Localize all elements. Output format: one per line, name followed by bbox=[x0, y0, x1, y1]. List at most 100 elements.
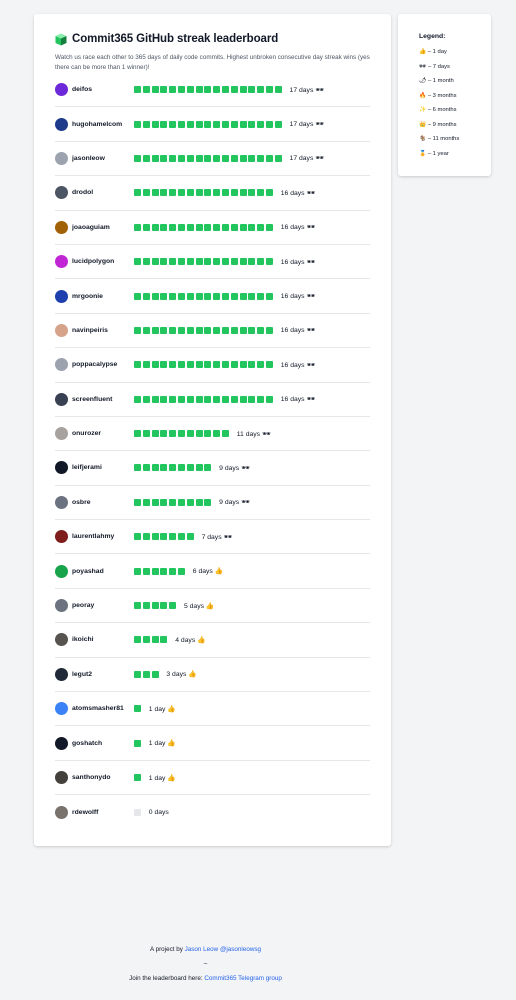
username-link[interactable]: deifos bbox=[72, 86, 93, 94]
username-link[interactable]: screenfluent bbox=[72, 395, 113, 403]
username-link[interactable]: laurentlahmy bbox=[72, 533, 115, 541]
avatar[interactable] bbox=[55, 83, 68, 97]
streak-day-square bbox=[221, 86, 229, 94]
username-link[interactable]: poyashad bbox=[72, 567, 104, 575]
page-description: Watch us race each other to 365 days of … bbox=[55, 54, 370, 71]
streak-day-square bbox=[177, 292, 185, 300]
avatar[interactable] bbox=[55, 255, 68, 269]
streak-day-square bbox=[204, 189, 212, 197]
username-link[interactable]: mrgoonie bbox=[72, 292, 103, 300]
username-link[interactable]: goshatch bbox=[72, 739, 103, 747]
avatar[interactable] bbox=[55, 186, 68, 200]
avatar[interactable] bbox=[55, 461, 68, 475]
avatar[interactable] bbox=[55, 599, 68, 613]
avatar[interactable] bbox=[55, 805, 68, 819]
avatar[interactable] bbox=[55, 564, 68, 578]
avatar[interactable] bbox=[55, 289, 68, 303]
streak-bar bbox=[134, 395, 275, 403]
streak-day-square bbox=[248, 258, 256, 266]
username-link[interactable]: rdewolff bbox=[72, 808, 99, 816]
username-link[interactable]: peoray bbox=[72, 602, 95, 610]
username-link[interactable]: santhonydo bbox=[72, 774, 111, 781]
streak-day-square bbox=[160, 86, 168, 94]
leaderboard-row: osbre 9 days 🕶 bbox=[55, 486, 370, 521]
streak-day-square bbox=[221, 223, 229, 231]
streak-day-square bbox=[186, 498, 194, 506]
streak-day-square bbox=[186, 223, 194, 231]
streak-bar bbox=[134, 774, 143, 781]
streak-day-square bbox=[221, 154, 229, 162]
streak-day-square bbox=[169, 86, 177, 94]
streak-bar bbox=[134, 258, 275, 266]
avatar[interactable] bbox=[55, 495, 68, 509]
streak-day-square bbox=[160, 189, 168, 197]
streak-day-square bbox=[160, 430, 168, 438]
streak-day-square bbox=[213, 223, 221, 231]
streak-day-square bbox=[195, 498, 203, 506]
avatar[interactable] bbox=[55, 220, 68, 234]
streak-day-square bbox=[195, 86, 203, 94]
streak-day-square bbox=[134, 395, 141, 403]
avatar[interactable] bbox=[55, 667, 68, 681]
streak-day-square bbox=[213, 258, 221, 266]
username-link[interactable]: osbre bbox=[72, 498, 91, 506]
streak-day-square bbox=[186, 395, 194, 403]
username-link[interactable]: onurozer bbox=[72, 430, 102, 438]
avatar[interactable] bbox=[55, 117, 68, 131]
avatar[interactable] bbox=[55, 736, 68, 750]
streak-day-square bbox=[274, 86, 282, 94]
streak-day-square bbox=[177, 326, 185, 334]
streak-day-square bbox=[257, 154, 265, 162]
username-link[interactable]: leifjerami bbox=[72, 464, 102, 472]
avatar[interactable] bbox=[55, 427, 68, 441]
avatar[interactable] bbox=[55, 323, 68, 337]
avatar[interactable] bbox=[55, 702, 68, 716]
username-link[interactable]: atomsmasher81 bbox=[72, 705, 124, 713]
streak-day-square bbox=[160, 636, 168, 644]
avatar[interactable] bbox=[55, 530, 68, 544]
streak-label: 9 days 🕶 bbox=[219, 464, 250, 472]
streak-day-square bbox=[230, 223, 238, 231]
streak-day-square bbox=[142, 430, 150, 438]
legend-item: ✨ – 6 months bbox=[419, 107, 457, 113]
streak-day-square bbox=[169, 498, 177, 506]
username-link[interactable]: hugohamelcom bbox=[72, 120, 123, 128]
streak-day-square bbox=[160, 326, 168, 334]
avatar[interactable] bbox=[55, 633, 68, 647]
avatar[interactable] bbox=[55, 392, 68, 406]
streak-day-square bbox=[160, 498, 168, 506]
green-cube-icon bbox=[55, 33, 67, 45]
streak-day-square bbox=[204, 258, 212, 266]
username-link[interactable]: navinpeiris bbox=[72, 326, 108, 334]
streak-day-square bbox=[204, 326, 212, 334]
author-link[interactable]: Jason Leow @jasonleowsg bbox=[184, 946, 262, 953]
username-link[interactable]: lucidpolygon bbox=[72, 258, 115, 266]
streak-day-square bbox=[204, 395, 212, 403]
username-link[interactable]: legut2 bbox=[72, 670, 93, 678]
legend-item: 🐐 – 11 months bbox=[419, 136, 460, 142]
streak-day-square bbox=[142, 533, 150, 541]
avatar[interactable] bbox=[55, 771, 68, 784]
streak-bar bbox=[134, 464, 213, 472]
username-link[interactable]: jasonleow bbox=[72, 154, 105, 162]
streak-day-square bbox=[195, 395, 203, 403]
streak-label: 3 days 👍 bbox=[166, 671, 197, 679]
streak-day-square bbox=[177, 567, 185, 575]
streak-day-square bbox=[195, 120, 203, 128]
telegram-group-link[interactable]: Commit365 Telegram group bbox=[204, 975, 282, 982]
username-link[interactable]: ikoichi bbox=[72, 636, 94, 644]
streak-day-square bbox=[142, 361, 150, 369]
streak-day-square bbox=[142, 154, 150, 162]
avatar[interactable] bbox=[55, 151, 68, 165]
footer-credit: A project by Jason Leow @jasonleowsg bbox=[0, 946, 411, 953]
leaderboard-row: poppacalypse 16 days 🕶 bbox=[55, 348, 370, 383]
streak-day-square bbox=[221, 120, 229, 128]
streak-day-square bbox=[230, 258, 238, 266]
username-link[interactable]: poppacalypse bbox=[72, 361, 118, 369]
avatar[interactable] bbox=[55, 358, 68, 372]
username-link[interactable]: joaoaguiam bbox=[72, 223, 110, 231]
legend-item: 🏅 – 1 year bbox=[419, 150, 449, 157]
streak-bar bbox=[134, 705, 143, 713]
username-link[interactable]: drodol bbox=[72, 189, 94, 197]
streak-day-square bbox=[195, 154, 203, 162]
